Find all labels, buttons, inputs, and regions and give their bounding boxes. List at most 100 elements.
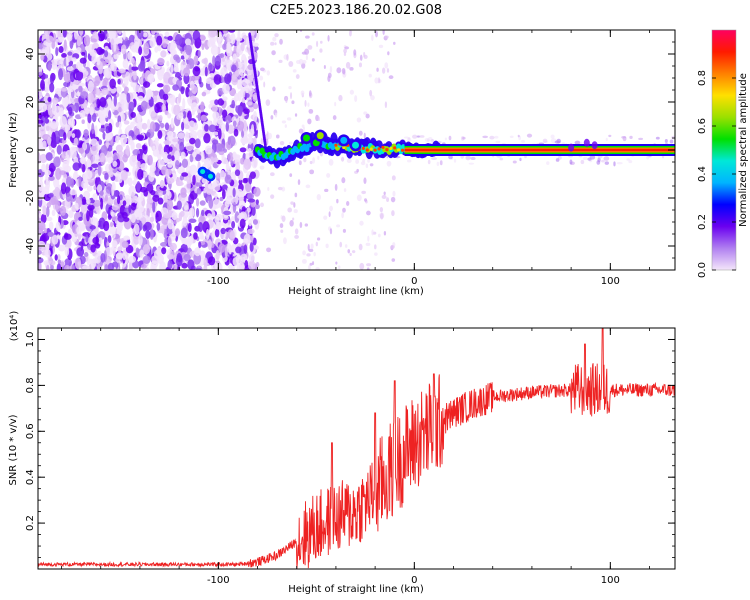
- spectrogram-noise-speck: [63, 73, 72, 83]
- spectrogram-noise-speck: [212, 139, 219, 145]
- spectrogram-noise-speck: [156, 69, 165, 77]
- spectrogram-sparse-speck: [379, 213, 384, 220]
- spectrogram-noise-speck: [201, 42, 205, 51]
- spectrogram-sparse-speck: [288, 141, 293, 145]
- spectrogram-sparse-speck: [387, 51, 390, 56]
- spectrogram-noise-speck: [107, 96, 112, 107]
- spectrogram-noise-speck: [113, 53, 119, 60]
- snr-series-line: [38, 328, 675, 569]
- spectrogram-noise-speck: [227, 219, 232, 224]
- spectrogram-sparse-speck: [391, 258, 396, 262]
- snr-y-tick-label: 1.0: [25, 332, 36, 348]
- spectrogram-noise-speck: [99, 97, 107, 108]
- spectrogram-faint-speck: [555, 158, 560, 162]
- spectrogram-noise-speck: [39, 102, 48, 112]
- spectrogram-noise-speck: [83, 252, 89, 257]
- spectrogram-noise-speck: [244, 260, 249, 269]
- spectrogram-noise-speck: [173, 54, 180, 61]
- spectrogram-bump-core: [316, 132, 324, 140]
- spectrogram-noise-speck: [246, 101, 253, 106]
- spectrogram-noise-speck: [68, 210, 74, 218]
- spectrogram-faint-speck: [427, 159, 431, 165]
- spectrogram-sparse-speck: [341, 156, 345, 162]
- spectrogram-noise-speck: [167, 254, 175, 260]
- spectrogram-noise-speck: [231, 64, 237, 73]
- spectrogram-noise-speck: [208, 256, 216, 266]
- spectrogram-noise-speck: [209, 72, 215, 77]
- spectrogram-noise-speck: [167, 130, 174, 139]
- snr-y-tick-label: 0.4: [25, 469, 36, 485]
- spectrogram-noise-speck: [104, 67, 112, 79]
- spectrogram-noise-speck: [82, 265, 91, 270]
- spectrogram-sparse-speck: [279, 223, 284, 229]
- spectrogram-noise-speck: [125, 244, 134, 254]
- spectrogram-noise-speck: [98, 139, 103, 145]
- spectrogram-noise-speck: [248, 151, 254, 158]
- spectrogram-faint-speck: [404, 136, 409, 139]
- spectrogram-noise-speck: [148, 77, 152, 83]
- spectrogram-noise-speck: [194, 138, 201, 149]
- spectrogram-noise-speck: [126, 92, 131, 103]
- spectrogram-faint-speck: [569, 159, 573, 165]
- spectrogram-sparse-speck: [341, 177, 346, 184]
- spectrogram-noise-speck: [68, 85, 75, 93]
- spectrogram-noise-speck: [148, 171, 155, 182]
- spectrogram-noise-speck: [49, 82, 55, 93]
- spectrogram-noise-speck: [155, 210, 162, 222]
- spectrogram-noise-speck: [44, 227, 48, 234]
- spectrogram-noise-speck: [86, 210, 90, 222]
- spectrogram-sparse-speck: [349, 252, 352, 256]
- spectrogram-noise-speck: [42, 205, 47, 216]
- spectrogram-noise-speck: [94, 125, 98, 137]
- spectrogram-spot-core: [200, 169, 206, 175]
- spectrogram-noise-speck: [97, 165, 102, 176]
- spectrogram-noise-speck: [115, 144, 123, 153]
- spectrogram-noise-speck: [122, 153, 128, 163]
- spectrogram-noise-speck: [109, 221, 114, 228]
- spectrogram-burst: [583, 138, 590, 147]
- spectrogram-noise-speck: [162, 93, 169, 101]
- spectrogram-noise-speck: [78, 216, 83, 221]
- spectrogram-noise-speck: [44, 118, 50, 124]
- spectrogram-noise-speck: [38, 139, 44, 150]
- spectrogram-noise-speck: [231, 99, 236, 109]
- spectrogram-sparse-speck: [345, 61, 351, 69]
- spectrogram-noise-speck: [198, 241, 202, 249]
- spectrogram-sparse-speck: [344, 244, 348, 248]
- spectrogram-noise-speck: [181, 121, 185, 131]
- spectrogram-sparse-speck: [289, 220, 294, 227]
- spectrogram-noise-speck: [210, 44, 219, 56]
- spectrogram-noise-speck: [46, 216, 53, 222]
- spectrogram-noise-speck: [115, 121, 120, 128]
- spectrogram-noise-speck: [177, 132, 185, 139]
- spectrogram-sparse-speck: [259, 165, 265, 170]
- spectrogram-faint-speck: [431, 157, 437, 160]
- spectrogram-noise-speck: [142, 171, 148, 178]
- spectrogram-noise-speck: [239, 218, 246, 229]
- spectrogram-noise-speck: [214, 186, 221, 191]
- spectrogram-noise-speck: [221, 157, 228, 165]
- spectrogram-noise-speck: [91, 258, 97, 269]
- spectrogram-noise-speck: [130, 121, 135, 129]
- spectrogram-noise-speck: [215, 221, 222, 230]
- spectrogram-noise-speck: [98, 237, 103, 245]
- spectrogram-noise-speck: [90, 38, 98, 43]
- spectrogram-sparse-speck: [307, 118, 312, 125]
- spectrogram-sparse-speck: [325, 243, 329, 249]
- spectrogram-sparse-speck: [307, 102, 310, 107]
- spectrogram-faint-speck: [646, 155, 650, 160]
- spectrogram-noise-speck: [167, 259, 173, 269]
- spectrogram-y-axis-label: Frequency (Hz): [8, 112, 19, 188]
- spectrogram-noise-speck: [226, 186, 231, 198]
- spectrogram-noise-speck: [195, 154, 202, 162]
- spectrogram-noise-speck: [191, 85, 198, 95]
- spectrogram-sparse-speck: [377, 233, 381, 238]
- spectrogram-noise-speck: [240, 42, 245, 52]
- snr-content: [38, 328, 675, 569]
- spectrogram-noise-speck: [152, 145, 156, 151]
- spectrogram-noise-speck: [218, 31, 222, 37]
- spectrogram-sparse-speck: [356, 168, 359, 173]
- spectrogram-sparse-speck: [392, 190, 396, 197]
- spectrogram-sparse-speck: [383, 230, 387, 236]
